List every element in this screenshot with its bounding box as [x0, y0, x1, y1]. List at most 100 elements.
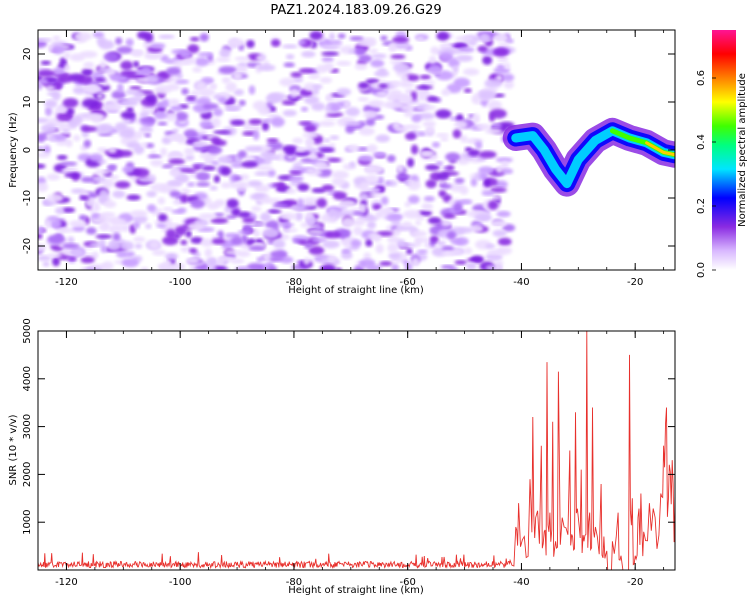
- heatmap-cell: [328, 208, 335, 219]
- heatmap-cell: [125, 38, 134, 47]
- heatmap-cell: [196, 81, 207, 91]
- heatmap-cell: [449, 182, 465, 193]
- heatmap-cell: [465, 262, 477, 270]
- heatmap-cell: [342, 237, 352, 247]
- heatmap-cell: [171, 49, 187, 55]
- x-tick-label: -120: [55, 577, 78, 588]
- heatmap-cell: [470, 178, 478, 187]
- heatmap-cell: [359, 258, 376, 268]
- heatmap-cell: [347, 144, 360, 152]
- heatmap-cell: [331, 177, 346, 187]
- x-tick-label: -60: [400, 577, 416, 588]
- heatmap-cell: [121, 99, 139, 107]
- y-tick-label: 4000: [22, 366, 33, 391]
- heatmap-cell: [120, 224, 133, 232]
- heatmap-cell: [426, 96, 438, 102]
- heatmap-cell: [273, 239, 286, 249]
- heatmap-cell: [262, 118, 272, 124]
- heatmap-cell: [491, 123, 503, 128]
- heatmap-cell: [354, 47, 366, 56]
- heatmap-cell: [107, 175, 120, 180]
- heatmap-cell: [149, 240, 160, 249]
- heatmap-cell: [446, 165, 455, 171]
- heatmap-cell: [118, 150, 133, 157]
- heatmap-cell: [288, 175, 304, 182]
- heatmap-cell: [323, 62, 334, 72]
- heatmap-cell: [309, 154, 318, 160]
- heatmap-cell: [260, 212, 272, 222]
- heatmap-cell: [218, 65, 237, 74]
- heatmap-cell: [358, 203, 367, 212]
- heatmap-cell: [366, 220, 377, 230]
- heatmap-cell: [417, 210, 433, 217]
- heatmap-cell: [405, 132, 417, 141]
- heatmap-cell: [396, 164, 404, 173]
- heatmap-cell: [440, 264, 454, 269]
- heatmap-cell: [469, 224, 484, 233]
- heatmap-cell: [209, 185, 218, 191]
- heatmap-cell: [390, 54, 406, 60]
- heatmap-cell: [365, 118, 376, 127]
- heatmap-cell: [321, 51, 340, 56]
- heatmap-cell: [46, 253, 63, 258]
- heatmap-cell: [378, 83, 389, 89]
- heatmap-cell: [169, 190, 181, 198]
- heatmap-cell: [72, 86, 87, 95]
- heatmap-cell: [233, 175, 242, 182]
- heatmap-cell: [269, 106, 277, 112]
- heatmap-cell: [493, 67, 511, 75]
- heatmap-cell: [90, 175, 107, 183]
- heatmap-cell: [210, 160, 220, 166]
- heatmap-cell: [43, 144, 51, 155]
- heatmap-cell: [454, 120, 468, 129]
- heatmap-cell: [201, 77, 215, 84]
- heatmap-cell: [295, 147, 306, 153]
- heatmap-cell: [246, 39, 255, 49]
- heatmap-cell: [248, 85, 256, 95]
- heatmap-cell: [428, 64, 442, 74]
- heatmap-cell: [308, 229, 324, 234]
- colorbar-label: Normalized spectral amplitude: [737, 73, 748, 227]
- heatmap-cell: [502, 168, 514, 175]
- heatmap-cell: [303, 82, 317, 92]
- heatmap-cell: [399, 81, 415, 88]
- heatmap-cell: [426, 125, 435, 134]
- heatmap-cell: [349, 161, 356, 168]
- heatmap-cell: [453, 77, 471, 88]
- heatmap-cell: [371, 53, 387, 59]
- heatmap-cell: [238, 211, 251, 218]
- heatmap-cell: [194, 56, 210, 67]
- heatmap-cell: [204, 248, 213, 258]
- heatmap-cell: [485, 265, 496, 270]
- heatmap-cell: [492, 47, 509, 57]
- heatmap-cell: [115, 37, 123, 45]
- heatmap-cell: [81, 126, 97, 133]
- heatmap-cell: [154, 111, 168, 120]
- heatmap-cell: [265, 93, 282, 104]
- heatmap-cell: [97, 147, 108, 153]
- heatmap-cell: [341, 217, 355, 228]
- heatmap-cell: [251, 205, 262, 212]
- x-ticks: -120 -100 -80 -60 -40 -20: [37, 331, 665, 588]
- y-ticks: 1000 2000 3000 4000 5000: [22, 318, 675, 535]
- heatmap-cell: [483, 178, 491, 188]
- heatmap-cell: [368, 193, 384, 198]
- heatmap-cell: [319, 264, 337, 270]
- heatmap-cell: [503, 62, 511, 69]
- heatmap-cell: [408, 195, 420, 204]
- heatmap-cell: [120, 111, 136, 119]
- heatmap-cell: [162, 207, 174, 212]
- heatmap-cell: [330, 102, 342, 112]
- heatmap-cell: [236, 250, 251, 258]
- heatmap-cell: [131, 49, 144, 58]
- heatmap-cell: [55, 227, 67, 233]
- heatmap-cell: [315, 224, 322, 230]
- heatmap-cell: [410, 144, 419, 155]
- heatmap-cell: [154, 84, 172, 95]
- y-axis-label: SNR (10 * v/v): [8, 414, 19, 485]
- heatmap-cell: [452, 129, 462, 139]
- y-tick-label: -10: [22, 190, 33, 206]
- heatmap-cell: [120, 60, 134, 71]
- heatmap-cell: [81, 68, 94, 77]
- heatmap-cell: [112, 232, 121, 241]
